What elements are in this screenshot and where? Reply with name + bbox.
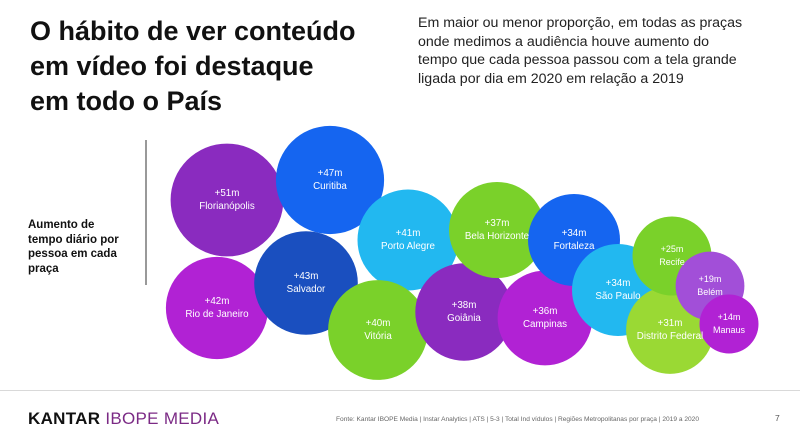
bubble-value-label: +19m	[699, 274, 722, 284]
bubble-value-label: +37m	[485, 218, 510, 229]
divider-line	[145, 140, 147, 285]
bubble-value-label: +51m	[215, 188, 240, 199]
bubble-manaus	[699, 294, 759, 354]
bubble-value-label: +47m	[318, 168, 343, 179]
bubble-goiânia	[415, 263, 513, 361]
title-line: em vídeo foi destaque	[30, 51, 314, 81]
chart-side-label: Aumento de tempo diário por pessoa em ca…	[28, 218, 138, 276]
bubble-city-label: São Paulo	[595, 291, 641, 302]
bubble-value-label: +25m	[661, 244, 684, 254]
bubble-city-label: Fortaleza	[554, 241, 595, 252]
title-line: O hábito de ver conteúdo	[30, 16, 356, 46]
logo-brand: KANTAR	[28, 409, 101, 428]
subtitle-line: Em maior ou menor proporção, em todas as…	[418, 15, 743, 31]
source-note: Fonte: Kantar IBOPE Media | Instar Analy…	[336, 416, 699, 423]
bubble-city-label: Vitória	[364, 331, 392, 342]
footer-divider	[0, 390, 800, 391]
title-line: em todo o País	[30, 86, 223, 116]
bubble-city-label: Distrito Federal	[637, 331, 703, 342]
bubble-value-label: +41m	[396, 228, 421, 239]
bubble-campinas	[497, 270, 593, 366]
bubble-city-label: Campinas	[523, 319, 567, 330]
bubble-city-label: Curitiba	[313, 181, 347, 192]
bubble-value-label: +34m	[606, 278, 631, 289]
side-label-line: praça	[28, 262, 59, 275]
bubble-value-label: +34m	[562, 228, 587, 239]
bubble-city-label: Salvador	[287, 284, 326, 295]
bubble-vitória	[328, 280, 428, 380]
page-number: 7	[775, 413, 780, 423]
bubble-porto-alegre	[357, 189, 459, 291]
bubble-value-label: +14m	[718, 312, 741, 322]
bubble-curitiba	[275, 125, 385, 235]
subtitle-line: onde medimos a audiência houve aumento d…	[418, 33, 710, 50]
bubble-city-label: Bela Horizonte	[465, 231, 530, 242]
bubble-value-label: +40m	[366, 318, 391, 329]
bubble-city-label: Florianópolis	[199, 201, 255, 212]
side-label-line: pessoa em cada	[28, 248, 117, 260]
side-label-line: Aumento de	[28, 219, 95, 231]
subtitle: Em maior ou menor proporção, em todas as…	[418, 14, 788, 88]
subtitle-line: tempo que cada pessoa passou com a tela …	[418, 52, 737, 68]
subtitle-line: ligada por dia em 2020 em relação a 2019	[418, 70, 684, 87]
bubble-city-label: Goiânia	[447, 313, 481, 324]
bubble-city-label: Rio de Janeiro	[185, 309, 249, 320]
bubble-value-label: +43m	[294, 271, 319, 282]
page-title: O hábito de ver conteúdo em vídeo foi de…	[30, 14, 390, 119]
bubble-value-label: +38m	[452, 300, 477, 311]
bubble-bela-horizonte	[449, 182, 545, 278]
bubble-value-label: +31m	[658, 318, 683, 329]
bubble-value-label: +36m	[533, 306, 558, 317]
bubble-rio-de-janeiro	[165, 256, 269, 360]
logo-sub: IBOPE MEDIA	[105, 409, 220, 428]
bubble-florianópolis	[170, 143, 284, 257]
side-label-line: tempo diário por	[28, 233, 119, 246]
bubble-city-label: Recife	[659, 257, 685, 267]
bubble-city-label: Belém	[697, 287, 723, 297]
bubble-city-label: Porto Alegre	[381, 241, 435, 252]
bubble-city-label: Manaus	[713, 325, 746, 335]
bubble-salvador	[254, 231, 358, 335]
kantar-ibope-logo: KANTAR IBOPE MEDIA	[28, 409, 219, 429]
bubble-value-label: +42m	[205, 296, 230, 307]
